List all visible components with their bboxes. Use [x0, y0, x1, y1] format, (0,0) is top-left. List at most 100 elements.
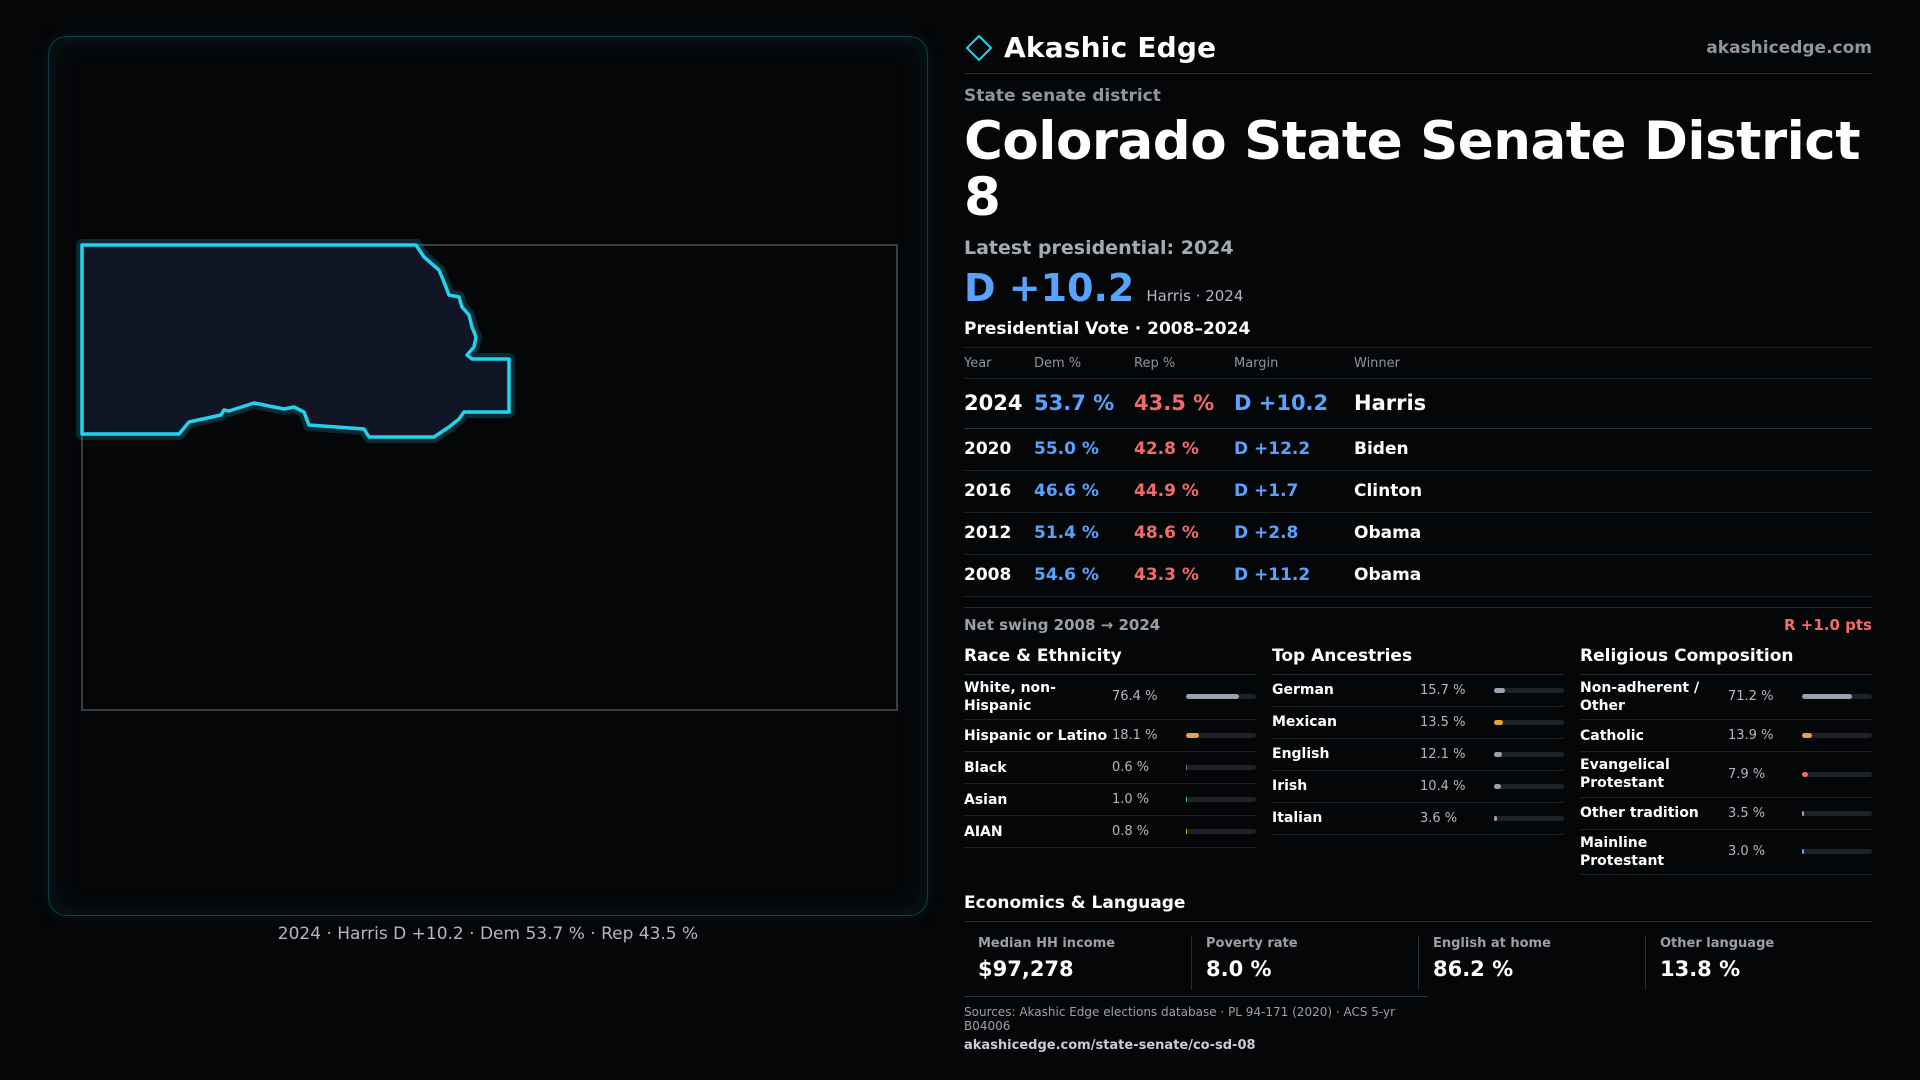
cell-dem: 55.0 %	[1034, 428, 1134, 471]
percent-bar-fill	[1186, 765, 1188, 771]
cell-year: 2016	[964, 470, 1034, 513]
cell-rep: 43.3 %	[1134, 554, 1234, 597]
page-url-link[interactable]: akashicedge.com/state-senate/co-sd-08	[964, 1038, 1256, 1053]
list-item: White, non-Hispanic 76.4 %	[964, 675, 1256, 721]
stat-median-income: Median HH income $97,278	[964, 936, 1191, 990]
table-row: 2024 53.7 % 43.5 % D +10.2 Harris	[964, 378, 1872, 429]
cell-year: 2024	[964, 378, 1034, 429]
stat-value: $97,278	[978, 956, 1074, 981]
column-header-margin: Margin	[1234, 348, 1354, 379]
percent-bar	[1186, 797, 1256, 803]
list-item: English 12.1 %	[1272, 739, 1564, 771]
percent-bar	[1494, 687, 1564, 693]
percent-bar-fill	[1802, 694, 1852, 700]
district-map-panel	[48, 36, 928, 916]
latest-presidential-label: Latest presidential: 2024	[964, 237, 1234, 260]
cell-year: 2012	[964, 512, 1034, 555]
page-title: Colorado State Senate District 8	[964, 111, 1861, 228]
economics-stats: Median HH income $97,278 Poverty rate 8.…	[964, 935, 1872, 990]
percent-bar	[1494, 815, 1564, 821]
cell-dem: 46.6 %	[1034, 470, 1134, 513]
stat-value: 13.8 %	[1659, 956, 1741, 981]
religion-rows: Non-adherent / Other 71.2 % Catholic 13.9 %…	[1580, 675, 1872, 875]
stat-value: 86.2 %	[1432, 956, 1514, 981]
district-profile: Akashic Edge akashicedge.com State senat…	[964, 28, 1872, 990]
list-item: Italian 3.6 %	[1272, 803, 1564, 835]
percent-bar-fill	[1494, 719, 1504, 725]
percent-bar	[1186, 765, 1256, 771]
table-header-row: Year Dem % Rep % Margin Winner	[964, 348, 1872, 379]
item-percent: 13.9 %	[1728, 728, 1774, 744]
district-shape	[80, 243, 511, 439]
site-link[interactable]: akashicedge.com	[1706, 37, 1872, 58]
district-map	[76, 239, 898, 711]
list-item: Mexican 13.5 %	[1272, 707, 1564, 739]
presidential-vote-title: Presidential Vote · 2008–2024	[964, 319, 1872, 349]
list-item: Mainline Protestant 3.0 %	[1580, 830, 1872, 875]
brand-name: Akashic Edge	[1004, 31, 1217, 64]
item-percent: 12.1 %	[1420, 746, 1466, 762]
race-ethnicity-title: Race & Ethnicity	[964, 646, 1256, 675]
ancestries-panel: Top Ancestries German 15.7 % Mexican 13.5 %…	[1272, 646, 1564, 875]
item-label: Italian	[1272, 810, 1323, 827]
cell-rep: 43.5 %	[1134, 378, 1234, 429]
percent-bar-fill	[1494, 815, 1497, 821]
item-percent: 1.0 %	[1112, 792, 1150, 808]
item-percent: 10.4 %	[1420, 778, 1466, 794]
percent-bar-fill	[1802, 733, 1812, 739]
religion-title: Religious Composition	[1580, 646, 1872, 675]
item-label: White, non-Hispanic	[964, 679, 1056, 714]
list-item: Asian 1.0 %	[964, 784, 1256, 817]
cell-dem: 51.4 %	[1034, 512, 1134, 555]
table-row: 2012 51.4 % 48.6 % D +2.8 Obama	[964, 512, 1872, 555]
item-label: AIAN	[964, 823, 1003, 840]
item-label: Other tradition	[1580, 804, 1699, 821]
percent-bar-fill	[1494, 751, 1503, 757]
table-row: 2008 54.6 % 43.3 % D +11.2 Obama	[964, 554, 1872, 597]
column-header-dem: Dem %	[1034, 348, 1134, 379]
list-item: Hispanic or Latino 18.1 %	[964, 720, 1256, 753]
stat-label: English at home	[1432, 935, 1551, 951]
list-item: Black 0.6 %	[964, 752, 1256, 785]
cell-rep: 42.8 %	[1134, 428, 1234, 471]
stat-label: Poverty rate	[1205, 935, 1298, 951]
item-label: German	[1272, 682, 1334, 699]
item-label: English	[1272, 746, 1330, 763]
net-swing-value: R +1.0 pts	[1784, 615, 1872, 634]
cell-dem: 54.6 %	[1034, 554, 1134, 597]
item-label: Black	[964, 759, 1007, 776]
item-label: Evangelical Protestant	[1580, 757, 1670, 792]
item-percent: 3.0 %	[1728, 844, 1766, 860]
race-rows: White, non-Hispanic 76.4 % Hispanic or Lat…	[964, 675, 1256, 849]
percent-bar	[1802, 771, 1872, 777]
race-ethnicity-panel: Race & Ethnicity White, non-Hispanic 76.4…	[964, 646, 1256, 875]
list-item: AIAN 0.8 %	[964, 816, 1256, 849]
presidential-vote-table: Year Dem % Rep % Margin Winner 2024 53.7…	[964, 348, 1872, 597]
percent-bar	[1802, 810, 1872, 816]
list-item: Catholic 13.9 %	[1580, 720, 1872, 753]
list-item: Irish 10.4 %	[1272, 771, 1564, 803]
percent-bar-fill	[1186, 797, 1188, 803]
column-header-winner: Winner	[1354, 348, 1872, 379]
percent-bar-fill	[1186, 733, 1199, 739]
percent-bar	[1802, 694, 1872, 700]
religion-panel: Religious Composition Non-adherent / Oth…	[1580, 646, 1872, 875]
stat-value: 8.0 %	[1205, 956, 1272, 981]
diamond-outline-icon	[964, 33, 994, 63]
percent-bar	[1186, 694, 1256, 700]
item-percent: 7.9 %	[1728, 766, 1766, 782]
percent-bar-fill	[1186, 829, 1188, 835]
cell-winner: Clinton	[1354, 470, 1872, 513]
list-item: Other tradition 3.5 %	[1580, 798, 1872, 830]
latest-margin-value: D +10.2	[964, 266, 1135, 311]
item-percent: 15.7 %	[1420, 682, 1466, 698]
percent-bar	[1494, 751, 1564, 757]
item-percent: 3.5 %	[1728, 805, 1766, 821]
cell-winner: Obama	[1354, 554, 1872, 597]
item-percent: 13.5 %	[1420, 714, 1466, 730]
column-header-year: Year	[964, 348, 1034, 379]
column-header-rep: Rep %	[1134, 348, 1234, 379]
percent-bar	[1494, 783, 1564, 789]
cell-dem: 53.7 %	[1034, 378, 1134, 429]
brand: Akashic Edge	[964, 31, 1216, 64]
